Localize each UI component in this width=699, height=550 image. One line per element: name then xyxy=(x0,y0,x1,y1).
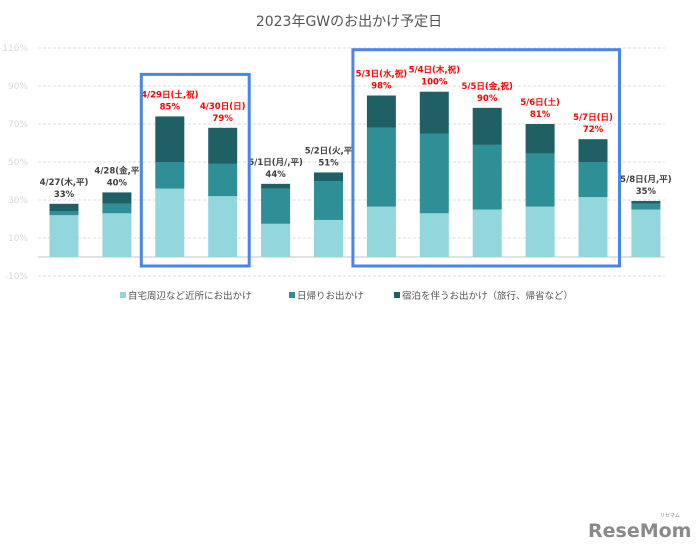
legend-label: 日帰りお出かけ xyxy=(297,290,364,302)
legend-swatch xyxy=(394,292,400,298)
y-tick-label: -10% xyxy=(5,272,29,282)
bar-segment-3 xyxy=(49,203,79,212)
data-label: 79% xyxy=(213,114,234,124)
highlight-box xyxy=(351,48,621,268)
category-label: 4/30日(日) xyxy=(200,102,246,112)
bar-segment-2 xyxy=(49,211,79,216)
svg-text:リセマム: リセマム xyxy=(660,513,680,519)
bar-segment-1 xyxy=(631,209,661,257)
bar-segment-1 xyxy=(102,213,132,257)
bar-segment-3 xyxy=(366,95,396,128)
data-label: 33% xyxy=(54,190,75,200)
bar-segment-1 xyxy=(419,213,449,257)
y-tick-label: 110% xyxy=(2,44,28,54)
category-label: 5/2日(火,平 xyxy=(305,146,353,156)
bar-segment-2 xyxy=(578,162,608,198)
bar-segment-1 xyxy=(366,206,396,257)
category-label: 5/3日(水,祝) xyxy=(356,69,408,80)
bar-segment-3 xyxy=(578,139,608,162)
data-label: 35% xyxy=(636,187,657,197)
category-label: 4/28(金,平 xyxy=(94,165,139,176)
bar-segment-2 xyxy=(155,162,185,189)
bar-segment-3 xyxy=(102,192,132,204)
data-label: 90% xyxy=(477,94,498,104)
bar-segment-2 xyxy=(366,127,396,207)
legend-label: 自宅周辺など近所にお出かけ xyxy=(128,290,252,302)
data-label: 98% xyxy=(371,82,392,92)
chart-title: 2023年GWのお出かけ予定日 xyxy=(256,14,442,30)
bar-segment-3 xyxy=(261,183,291,189)
data-label: 44% xyxy=(265,170,286,180)
category-label: 5/4日(木,祝) xyxy=(409,65,461,76)
bar-segment-1 xyxy=(155,188,185,257)
bar-segment-3 xyxy=(525,124,555,154)
data-label: 72% xyxy=(583,125,604,135)
bar-segment-3 xyxy=(472,107,502,145)
data-label: 85% xyxy=(160,102,181,112)
data-label: 100% xyxy=(421,78,448,88)
bar-segment-2 xyxy=(314,181,343,220)
category-label: 4/27(木,平) xyxy=(40,177,89,188)
bar-segment-3 xyxy=(155,116,185,162)
y-tick-label: 50% xyxy=(8,158,28,168)
y-tick-label: 30% xyxy=(8,196,28,206)
bar-segment-2 xyxy=(472,144,502,210)
bar-segment-1 xyxy=(49,215,79,257)
y-tick-label: 10% xyxy=(8,234,28,244)
legend-label: 宿泊を伴うお出かけ（旅行、帰省など） xyxy=(402,290,573,302)
y-tick-label: 70% xyxy=(8,120,28,130)
category-label: 5/7日(日) xyxy=(573,113,613,123)
bar-segment-2 xyxy=(102,203,132,214)
legend-swatch xyxy=(120,292,126,298)
category-label: 5/5日(金,祝) xyxy=(461,81,513,92)
legend-swatch xyxy=(289,292,295,298)
bar-segment-2 xyxy=(208,163,238,197)
data-label: 51% xyxy=(318,158,339,168)
bar-segment-1 xyxy=(261,223,291,257)
bar-segment-1 xyxy=(314,219,343,257)
bar-segment-3 xyxy=(419,91,449,134)
bar-segment-1 xyxy=(578,197,608,257)
resemom-logo: ReseMom リセマム xyxy=(588,513,691,542)
bar-segment-2 xyxy=(419,133,449,214)
highlight-box xyxy=(139,72,251,268)
bar-segment-1 xyxy=(525,206,555,257)
bar-segment-3 xyxy=(631,200,661,204)
data-label: 81% xyxy=(530,110,551,120)
bar-segment-2 xyxy=(525,153,555,207)
category-label: 5/6日(土) xyxy=(520,97,560,108)
data-label: 40% xyxy=(107,178,128,188)
bar-segment-2 xyxy=(261,188,291,224)
bar-segment-3 xyxy=(208,127,238,164)
y-tick-label: 90% xyxy=(8,82,28,92)
bar-segment-3 xyxy=(314,172,343,181)
category-label: 5/8日(月,平) xyxy=(620,175,672,185)
category-label: 4/29日(土,祝) xyxy=(141,89,198,100)
bar-segment-2 xyxy=(631,203,661,210)
category-label: 5/1日(月/,平) xyxy=(248,158,303,168)
svg-text:ReseMom: ReseMom xyxy=(588,520,691,542)
bar-segment-1 xyxy=(472,209,502,257)
bar-segment-1 xyxy=(208,196,238,257)
